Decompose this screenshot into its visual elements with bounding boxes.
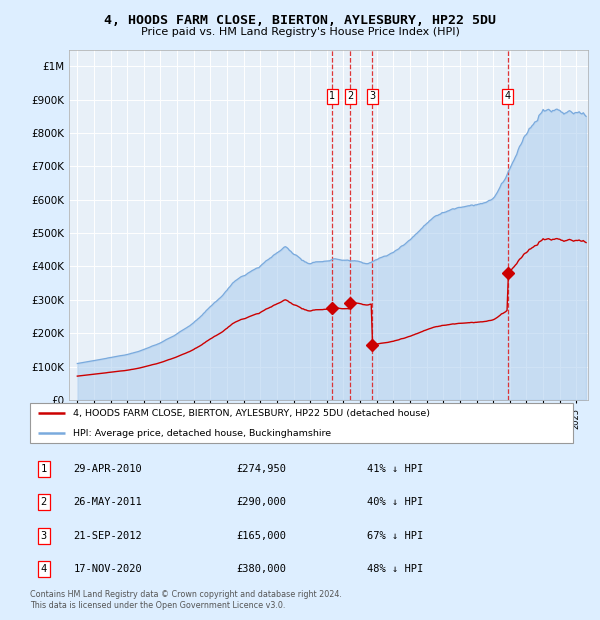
Text: 17-NOV-2020: 17-NOV-2020: [73, 564, 142, 574]
Text: 3: 3: [40, 531, 47, 541]
FancyBboxPatch shape: [30, 403, 573, 443]
Text: 21-SEP-2012: 21-SEP-2012: [73, 531, 142, 541]
Text: 41% ↓ HPI: 41% ↓ HPI: [367, 464, 423, 474]
Text: Contains HM Land Registry data © Crown copyright and database right 2024.: Contains HM Land Registry data © Crown c…: [30, 590, 342, 600]
Text: 1: 1: [329, 91, 335, 101]
Text: 3: 3: [369, 91, 375, 101]
Text: 4, HOODS FARM CLOSE, BIERTON, AYLESBURY, HP22 5DU (detached house): 4, HOODS FARM CLOSE, BIERTON, AYLESBURY,…: [73, 409, 430, 418]
Text: 26-MAY-2011: 26-MAY-2011: [73, 497, 142, 507]
Text: £290,000: £290,000: [236, 497, 286, 507]
Text: HPI: Average price, detached house, Buckinghamshire: HPI: Average price, detached house, Buck…: [73, 428, 332, 438]
Text: 4: 4: [40, 564, 47, 574]
Text: 4: 4: [505, 91, 511, 101]
Text: 40% ↓ HPI: 40% ↓ HPI: [367, 497, 423, 507]
Text: 2: 2: [347, 91, 353, 101]
Text: 4, HOODS FARM CLOSE, BIERTON, AYLESBURY, HP22 5DU: 4, HOODS FARM CLOSE, BIERTON, AYLESBURY,…: [104, 14, 496, 27]
Text: This data is licensed under the Open Government Licence v3.0.: This data is licensed under the Open Gov…: [30, 601, 286, 611]
Text: Price paid vs. HM Land Registry's House Price Index (HPI): Price paid vs. HM Land Registry's House …: [140, 27, 460, 37]
Text: £274,950: £274,950: [236, 464, 286, 474]
Text: £165,000: £165,000: [236, 531, 286, 541]
Text: 2: 2: [40, 497, 47, 507]
Text: 29-APR-2010: 29-APR-2010: [73, 464, 142, 474]
Text: £380,000: £380,000: [236, 564, 286, 574]
Text: 67% ↓ HPI: 67% ↓ HPI: [367, 531, 423, 541]
Text: 48% ↓ HPI: 48% ↓ HPI: [367, 564, 423, 574]
Text: 1: 1: [40, 464, 47, 474]
